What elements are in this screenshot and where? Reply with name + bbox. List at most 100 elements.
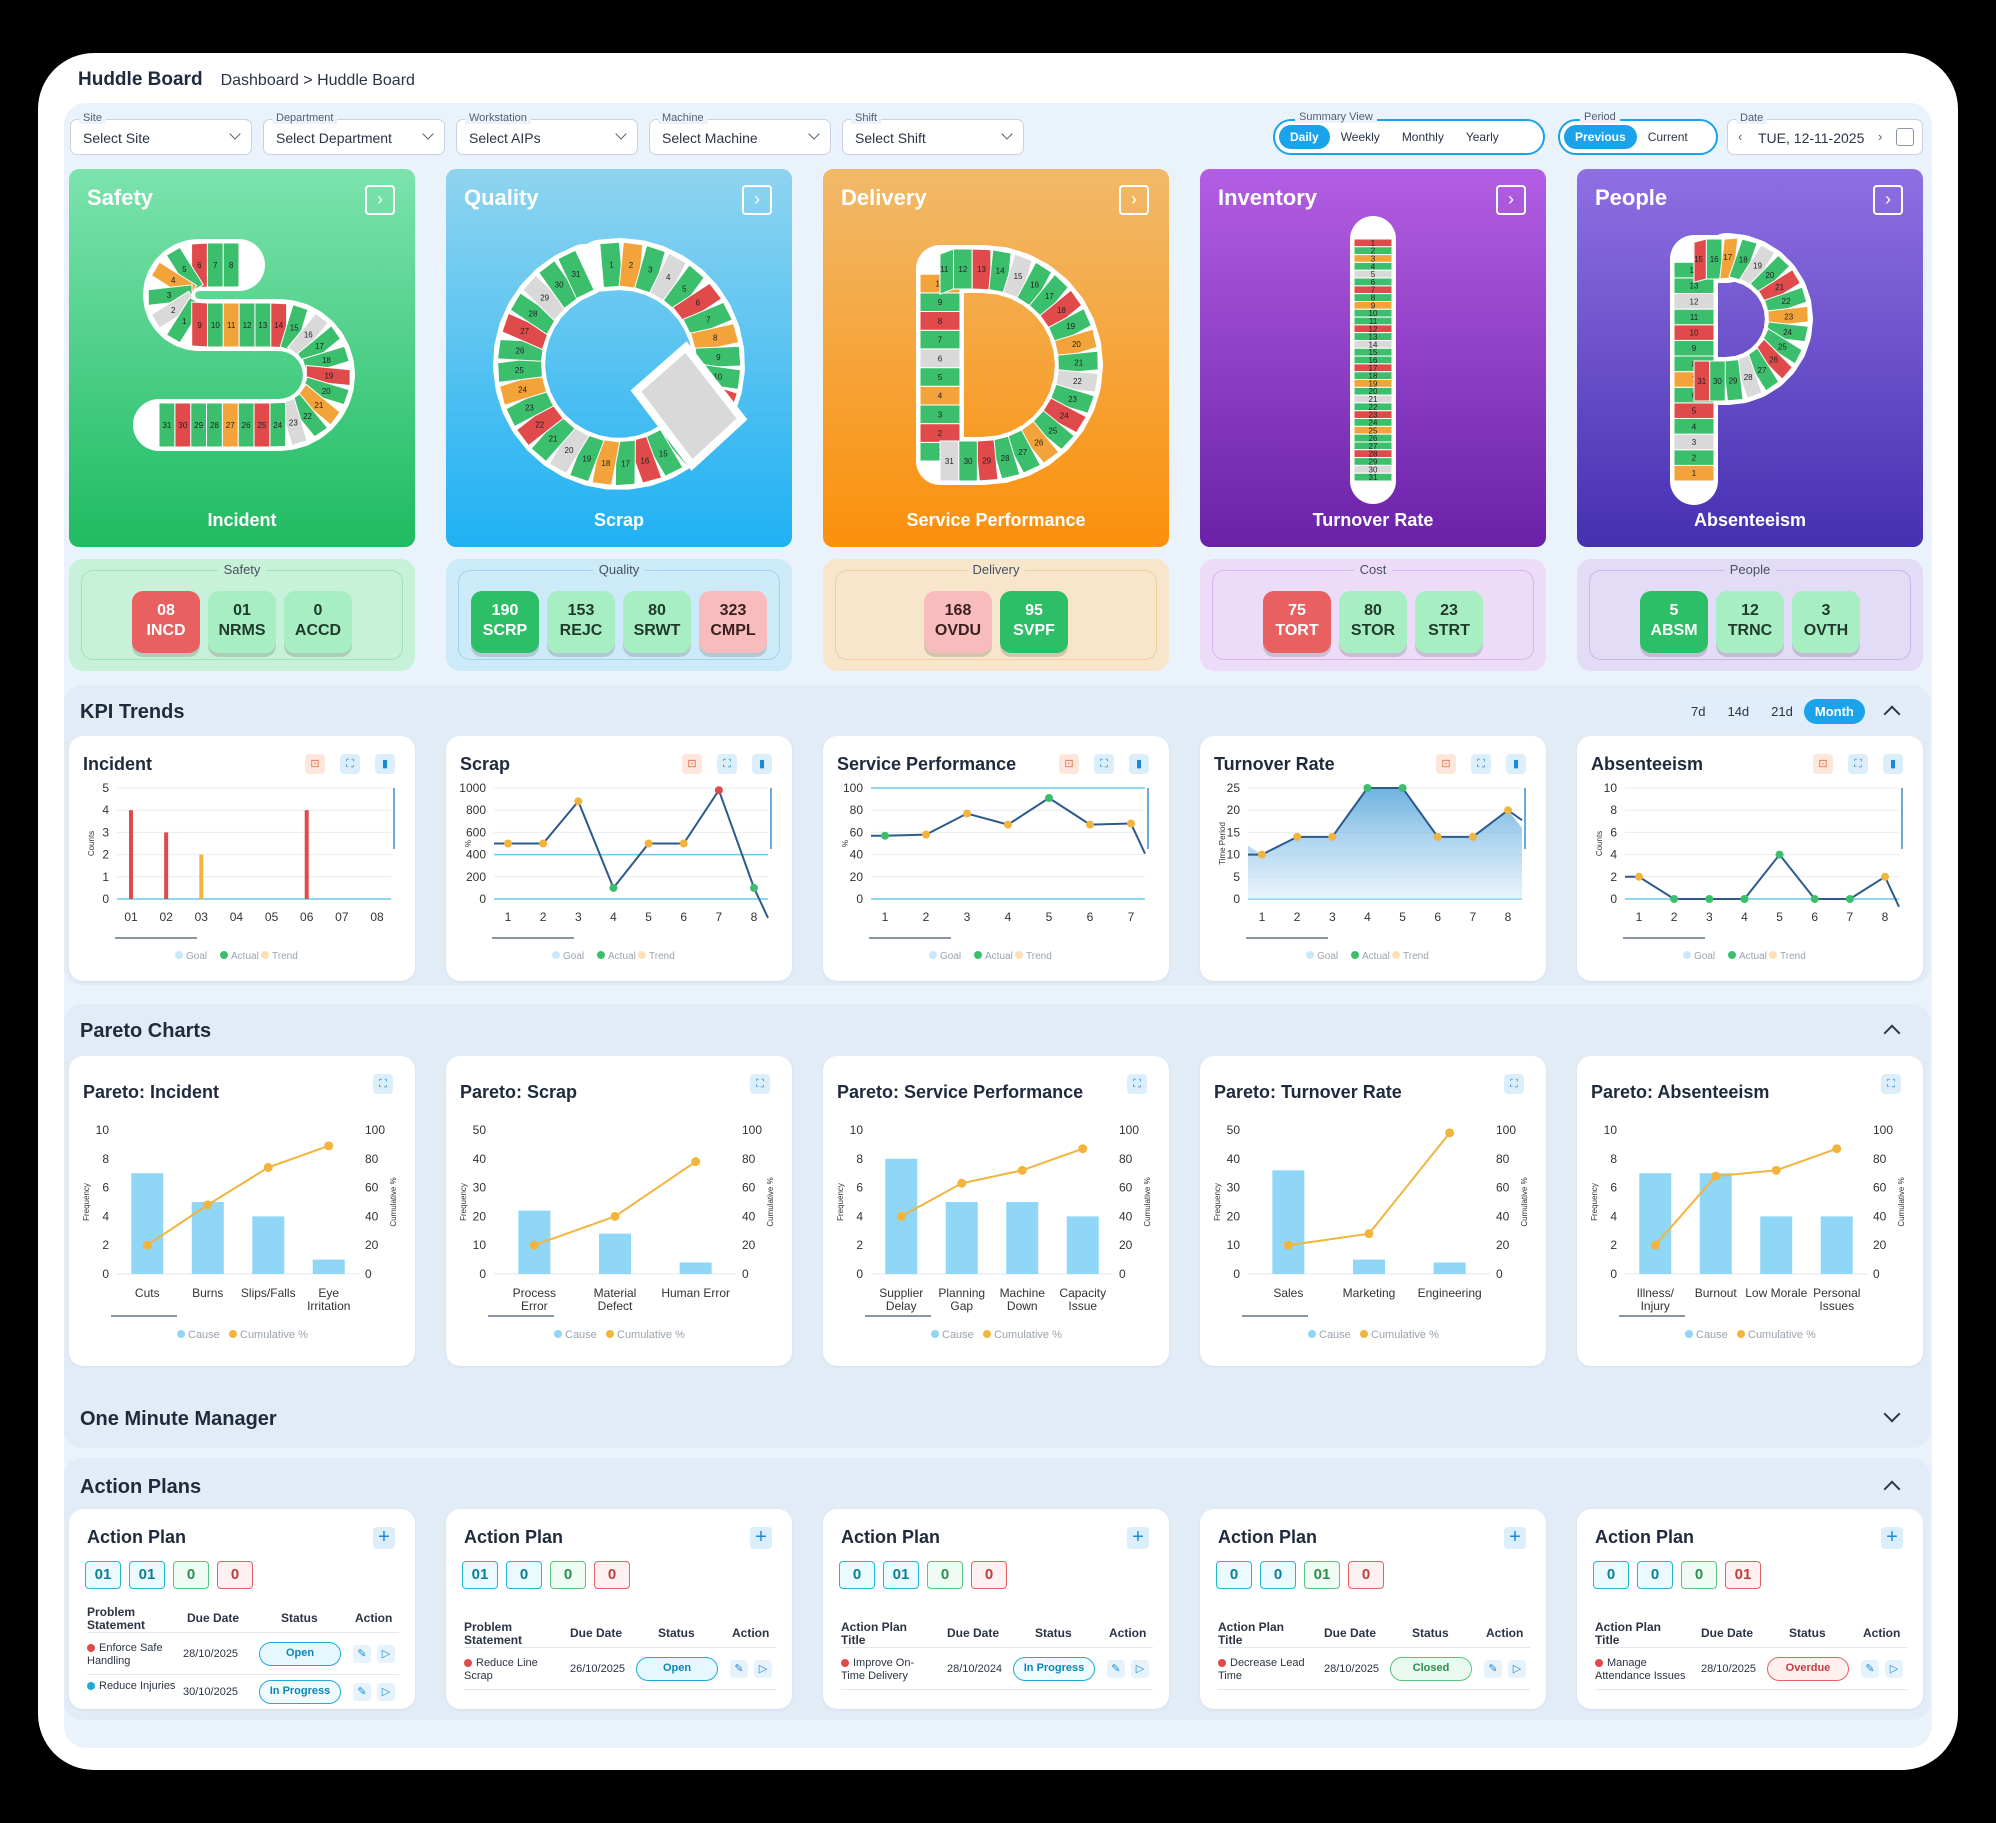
range-7d-option[interactable]: 7d <box>1691 703 1706 719</box>
status-count-3[interactable]: 01 <box>1725 1561 1761 1589</box>
status-count-2[interactable]: 0 <box>927 1561 963 1589</box>
status-count-3[interactable]: 0 <box>1348 1561 1384 1589</box>
chart-type-icon[interactable]: ▮ <box>1506 754 1526 774</box>
kpi-tile-ovth[interactable]: 3 OVTH <box>1792 591 1860 653</box>
status-badge[interactable]: In Progress <box>259 1680 341 1704</box>
range-14d-option[interactable]: 14d <box>1727 703 1750 719</box>
fullscreen-icon[interactable]: ⛶ <box>750 1074 770 1094</box>
edit-icon[interactable]: ✎ <box>353 1683 371 1701</box>
summary-monthly-option[interactable]: Monthly <box>1401 130 1444 144</box>
export-icon[interactable]: ⊡ <box>1436 754 1456 774</box>
status-count-3[interactable]: 0 <box>594 1561 630 1589</box>
machine-select[interactable]: Machine Select Machine <box>649 112 831 155</box>
status-count-0[interactable]: 01 <box>462 1561 498 1589</box>
fullscreen-icon[interactable]: ⛶ <box>1094 754 1114 774</box>
summary-daily-option[interactable]: Daily <box>1279 125 1330 149</box>
fullscreen-icon[interactable]: ⛶ <box>1471 754 1491 774</box>
status-count-0[interactable]: 01 <box>85 1561 121 1589</box>
status-count-3[interactable]: 0 <box>971 1561 1007 1589</box>
fullscreen-icon[interactable]: ⛶ <box>1127 1074 1147 1094</box>
kpi-tile-accd[interactable]: 0 ACCD <box>284 591 352 653</box>
status-count-2[interactable]: 0 <box>550 1561 586 1589</box>
play-icon[interactable]: ▷ <box>1885 1660 1903 1678</box>
date-picker[interactable]: Date ‹ TUE, 12-11-2025 › <box>1727 112 1923 155</box>
kpi-tile-absm[interactable]: 5 ABSM <box>1640 591 1708 653</box>
fullscreen-icon[interactable]: ⛶ <box>1504 1074 1524 1094</box>
kpi-tile-strt[interactable]: 23 STRT <box>1415 591 1483 653</box>
kpi-tile-ovdu[interactable]: 168 OVDU <box>924 591 992 653</box>
chart-type-icon[interactable]: ▮ <box>1883 754 1903 774</box>
fullscreen-icon[interactable]: ⛶ <box>1881 1074 1901 1094</box>
add-action-plan-button[interactable]: + <box>1504 1527 1526 1549</box>
edit-icon[interactable]: ✎ <box>1861 1660 1879 1678</box>
expand-omm-icon[interactable] <box>1883 1405 1901 1423</box>
edit-icon[interactable]: ✎ <box>1107 1660 1125 1678</box>
inventory-open-icon[interactable]: › <box>1496 185 1526 215</box>
export-icon[interactable]: ⊡ <box>1813 754 1833 774</box>
export-icon[interactable]: ⊡ <box>1059 754 1079 774</box>
period-previous-option[interactable]: Previous <box>1564 125 1637 149</box>
kpi-tile-trnc[interactable]: 12 TRNC <box>1716 591 1784 653</box>
play-icon[interactable]: ▷ <box>754 1660 772 1678</box>
collapse-pareto-icon[interactable] <box>1883 1024 1901 1042</box>
kpi-tile-incd[interactable]: 08 INCD <box>132 591 200 653</box>
fullscreen-icon[interactable]: ⛶ <box>717 754 737 774</box>
export-icon[interactable]: ⊡ <box>682 754 702 774</box>
summary-yearly-option[interactable]: Yearly <box>1465 130 1499 144</box>
status-badge[interactable]: Open <box>636 1657 718 1681</box>
range-21d-option[interactable]: 21d <box>1771 703 1793 719</box>
status-count-1[interactable]: 01 <box>883 1561 919 1589</box>
status-count-1[interactable]: 01 <box>129 1561 165 1589</box>
status-count-0[interactable]: 0 <box>1593 1561 1629 1589</box>
status-badge[interactable]: Overdue <box>1767 1657 1849 1681</box>
kpi-tile-stor[interactable]: 80 STOR <box>1339 591 1407 653</box>
shift-select[interactable]: Shift Select Shift <box>842 112 1024 155</box>
site-select[interactable]: Site Select Site <box>70 112 252 155</box>
add-action-plan-button[interactable]: + <box>1881 1527 1903 1549</box>
kpi-tile-rejc[interactable]: 153 REJC <box>547 591 615 653</box>
add-action-plan-button[interactable]: + <box>1127 1527 1149 1549</box>
department-select[interactable]: Department Select Department <box>263 112 445 155</box>
chart-type-icon[interactable]: ▮ <box>375 754 395 774</box>
status-count-0[interactable]: 0 <box>839 1561 875 1589</box>
workstation-select[interactable]: Workstation Select AIPs <box>456 112 638 155</box>
status-badge[interactable]: In Progress <box>1013 1657 1095 1681</box>
period-current-option[interactable]: Current <box>1647 130 1688 144</box>
status-count-1[interactable]: 0 <box>506 1561 542 1589</box>
play-icon[interactable]: ▷ <box>1131 1660 1149 1678</box>
play-icon[interactable]: ▷ <box>377 1645 395 1663</box>
status-count-2[interactable]: 0 <box>1681 1561 1717 1589</box>
edit-icon[interactable]: ✎ <box>1484 1660 1502 1678</box>
delivery-open-icon[interactable]: › <box>1119 185 1149 215</box>
status-count-2[interactable]: 0 <box>173 1561 209 1589</box>
status-badge[interactable]: Open <box>259 1642 341 1666</box>
chart-type-icon[interactable]: ▮ <box>752 754 772 774</box>
kpi-tile-srwt[interactable]: 80 SRWT <box>623 591 691 653</box>
edit-icon[interactable]: ✎ <box>730 1660 748 1678</box>
prev-date-icon[interactable]: ‹ <box>1738 129 1743 144</box>
kpi-tile-scrp[interactable]: 190 SCRP <box>471 591 539 653</box>
quality-open-icon[interactable]: › <box>742 185 772 215</box>
one-minute-manager-section[interactable]: One Minute Manager <box>64 1392 1930 1448</box>
collapse-action-plans-icon[interactable] <box>1883 1480 1901 1498</box>
status-count-0[interactable]: 0 <box>1216 1561 1252 1589</box>
chart-type-icon[interactable]: ▮ <box>1129 754 1149 774</box>
status-badge[interactable]: Closed <box>1390 1657 1472 1681</box>
breadcrumb[interactable]: Dashboard > Huddle Board <box>220 72 415 89</box>
status-count-1[interactable]: 0 <box>1637 1561 1673 1589</box>
add-action-plan-button[interactable]: + <box>373 1527 395 1549</box>
play-icon[interactable]: ▷ <box>377 1683 395 1701</box>
collapse-kpi-trends-icon[interactable] <box>1883 705 1901 723</box>
export-icon[interactable]: ⊡ <box>305 754 325 774</box>
fullscreen-icon[interactable]: ⛶ <box>1848 754 1868 774</box>
edit-icon[interactable]: ✎ <box>353 1645 371 1663</box>
next-date-icon[interactable]: › <box>1878 129 1883 144</box>
range-month-option[interactable]: Month <box>1803 698 1865 724</box>
calendar-icon[interactable] <box>1896 128 1914 146</box>
status-count-1[interactable]: 0 <box>1260 1561 1296 1589</box>
kpi-tile-tort[interactable]: 75 TORT <box>1263 591 1331 653</box>
kpi-tile-nrms[interactable]: 01 NRMS <box>208 591 276 653</box>
kpi-tile-svpf[interactable]: 95 SVPF <box>1000 591 1068 653</box>
kpi-tile-cmpl[interactable]: 323 CMPL <box>699 591 767 653</box>
add-action-plan-button[interactable]: + <box>750 1527 772 1549</box>
